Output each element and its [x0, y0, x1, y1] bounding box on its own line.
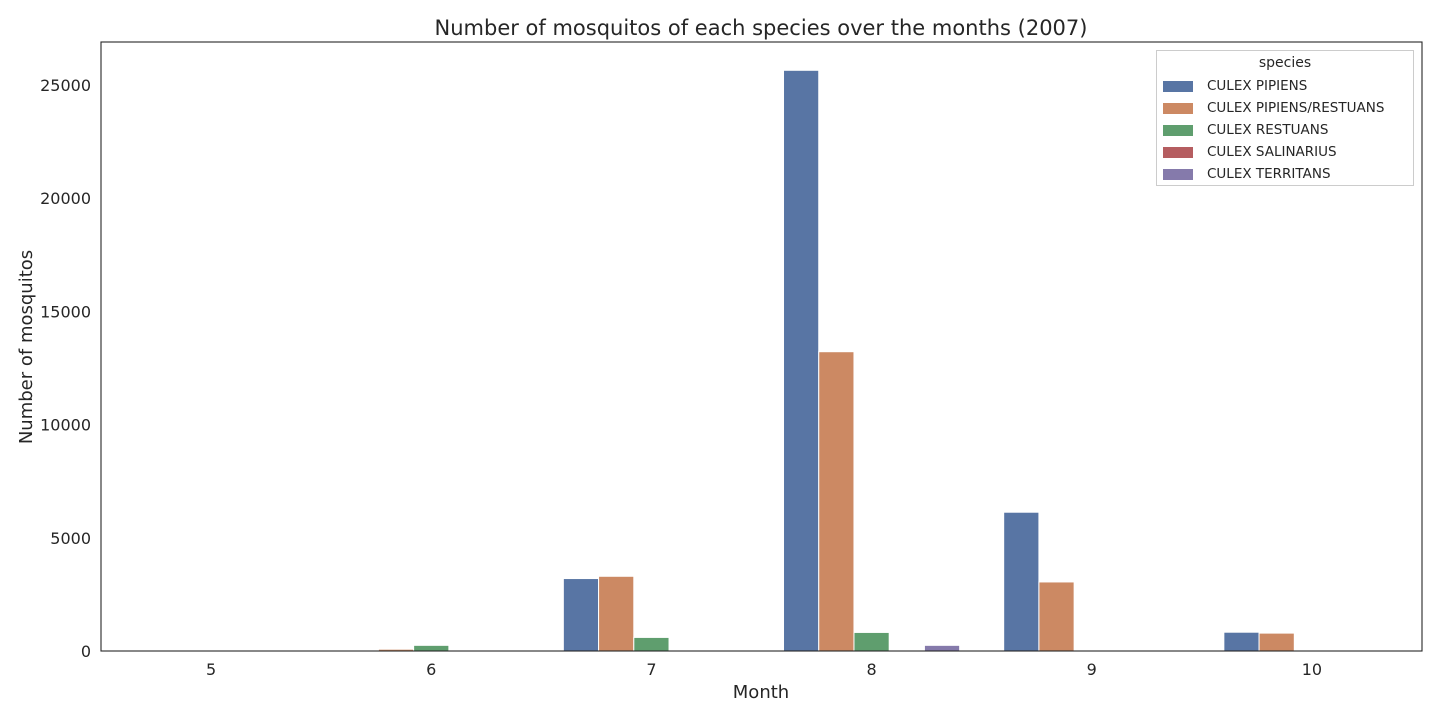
x-tick-label: 8	[866, 660, 876, 679]
legend-label: CULEX PIPIENS	[1207, 78, 1308, 94]
bar	[562, 578, 600, 652]
legend-item: CULEX SALINARIUS	[1157, 141, 1413, 163]
legend-swatch	[1163, 146, 1193, 158]
y-axis-label: Number of mosquitos	[16, 250, 37, 444]
bar	[598, 575, 635, 652]
bar	[1223, 631, 1260, 652]
bar	[818, 351, 855, 652]
y-tick-label: 20000	[40, 189, 91, 208]
bar	[413, 644, 450, 652]
legend-label: CULEX PIPIENS/RESTUANS	[1207, 100, 1385, 116]
x-tick-label: 10	[1302, 660, 1322, 679]
legend-item: CULEX PIPIENS	[1157, 75, 1413, 97]
legend-label: CULEX RESTUANS	[1207, 122, 1329, 138]
bar	[1038, 581, 1075, 652]
x-axis-label: Month	[733, 682, 789, 703]
y-tick-label: 0	[81, 642, 91, 661]
x-axis-ticks: 5 6 7 8 9 10	[206, 660, 1322, 679]
legend-item: CULEX RESTUANS	[1157, 119, 1413, 141]
legend: species CULEX PIPIENS CULEX PIPIENS/RESTU…	[1156, 50, 1414, 186]
legend-items: CULEX PIPIENS CULEX PIPIENS/RESTUANS CULEX…	[1157, 75, 1413, 185]
legend-label: CULEX TERRITANS	[1207, 166, 1331, 182]
legend-item: CULEX TERRITANS	[1157, 163, 1413, 185]
bar	[853, 631, 890, 652]
bar	[923, 644, 961, 652]
legend-swatch	[1163, 124, 1193, 136]
bar	[633, 636, 670, 652]
x-tick-label: 6	[426, 660, 436, 679]
y-tick-label: 10000	[40, 416, 91, 435]
legend-swatch	[1163, 168, 1193, 180]
legend-label: CULEX SALINARIUS	[1207, 144, 1337, 160]
y-tick-label: 15000	[40, 302, 91, 321]
bar	[783, 69, 820, 652]
bar	[1258, 632, 1295, 652]
legend-title: species	[1258, 55, 1312, 71]
x-tick-label: 5	[206, 660, 216, 679]
legend-swatch	[1163, 102, 1193, 114]
bars	[377, 69, 1295, 652]
y-tick-label: 5000	[50, 529, 91, 548]
legend-swatch	[1163, 80, 1193, 92]
x-tick-label: 9	[1087, 660, 1097, 679]
plot-frame	[100, 41, 1423, 652]
legend-item: CULEX PIPIENS/RESTUANS	[1157, 97, 1413, 119]
y-tick-label: 25000	[40, 76, 91, 95]
chart-title: Number of mosquitos of each species over…	[435, 16, 1088, 40]
bar	[1003, 511, 1040, 652]
x-tick-label: 7	[646, 660, 656, 679]
y-axis-ticks: 0 5000 10000 15000 20000 25000	[40, 76, 91, 661]
